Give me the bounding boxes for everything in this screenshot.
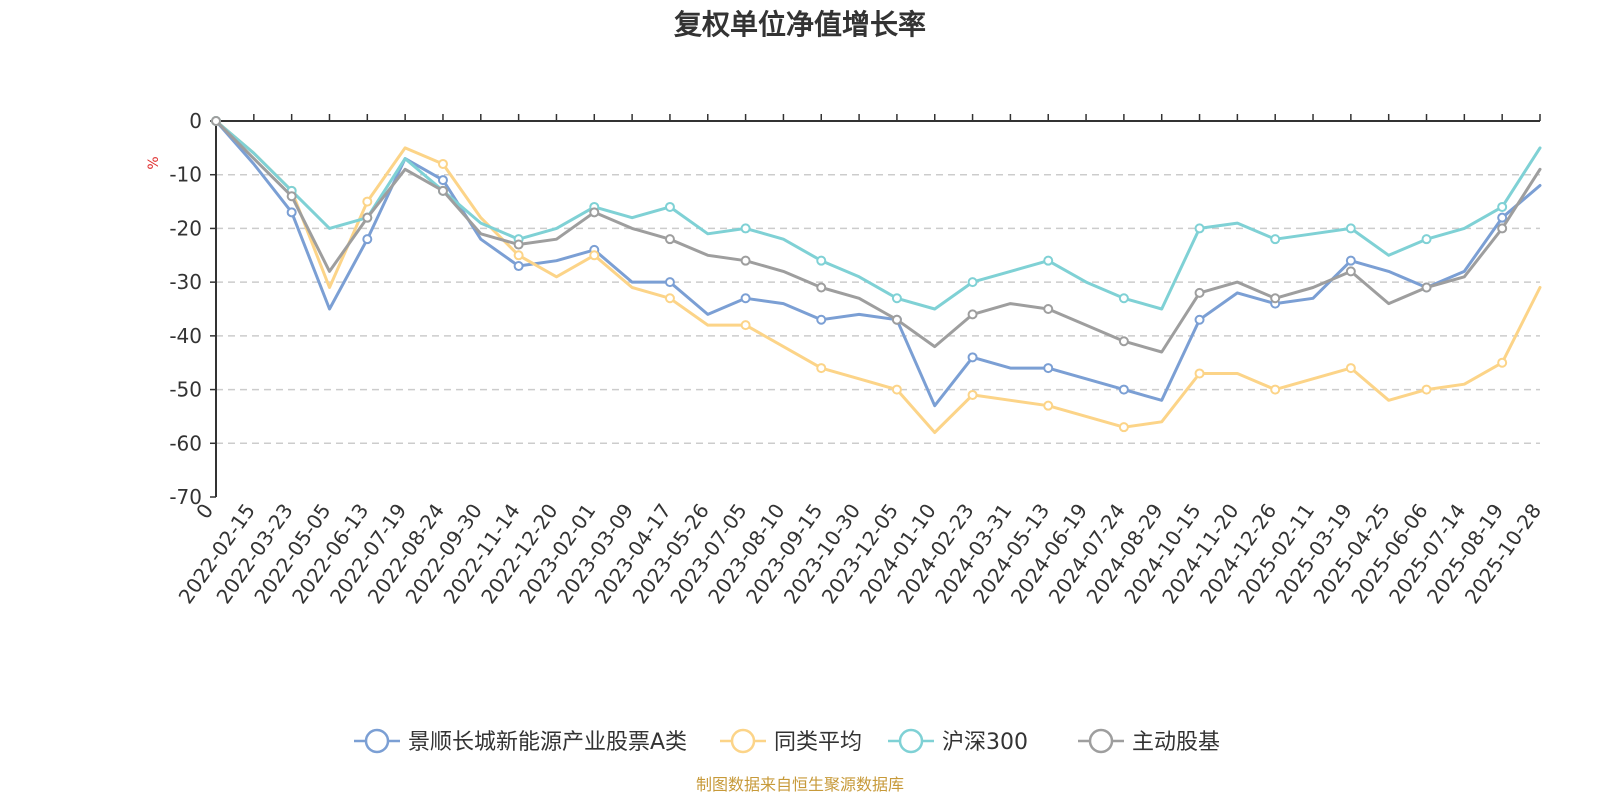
- data-point: [437, 158, 448, 169]
- legend-label: 沪深300: [942, 730, 1028, 755]
- data-point: [1194, 314, 1205, 325]
- y-axis-unit: %: [146, 156, 162, 169]
- data-point: [1497, 223, 1508, 234]
- data-point: [211, 116, 221, 126]
- data-point: [1194, 368, 1205, 379]
- data-point: [437, 185, 448, 196]
- series-line: [214, 119, 1542, 311]
- data-point: [740, 293, 751, 304]
- axes: [215, 114, 1541, 497]
- data-point: [664, 234, 675, 245]
- data-point: [967, 277, 978, 288]
- data-point: [891, 314, 902, 325]
- data-point: [589, 207, 600, 218]
- data-point: [816, 282, 827, 293]
- data-point: [589, 250, 600, 261]
- data-point: [740, 255, 751, 266]
- data-point: [1194, 223, 1205, 234]
- data-point: [1118, 336, 1129, 347]
- data-point: [513, 261, 524, 272]
- legend-item[interactable]: 沪深300: [888, 728, 1028, 755]
- legend-item[interactable]: 主动股基: [1078, 728, 1220, 755]
- y-tick-label: -10: [169, 163, 202, 187]
- legend-marker: [1088, 728, 1114, 754]
- data-point: [1421, 384, 1432, 395]
- data-point: [967, 352, 978, 363]
- x-tick-label: 0: [191, 499, 218, 523]
- data-point: [891, 384, 902, 395]
- data-point: [740, 223, 751, 234]
- data-point: [1345, 255, 1356, 266]
- data-point: [891, 293, 902, 304]
- y-tick-label: 0: [189, 109, 202, 133]
- data-point: [1497, 212, 1508, 223]
- data-point: [740, 320, 751, 331]
- data-point: [816, 363, 827, 374]
- y-tick-label: -50: [169, 378, 202, 402]
- data-point: [1421, 282, 1432, 293]
- data-point: [362, 234, 373, 245]
- data-point: [362, 196, 373, 207]
- data-point: [1043, 363, 1054, 374]
- data-point: [816, 255, 827, 266]
- series-4: [211, 116, 1542, 354]
- y-tick-label: -30: [169, 270, 202, 294]
- data-point: [1118, 293, 1129, 304]
- data-point: [1497, 357, 1508, 368]
- data-point: [1345, 266, 1356, 277]
- legend-label: 同类平均: [774, 730, 862, 755]
- legend-item[interactable]: 景顺长城新能源产业股票A类: [354, 728, 687, 755]
- data-point: [1421, 234, 1432, 245]
- data-point: [286, 191, 297, 202]
- series-line: [214, 119, 1542, 434]
- x-tick-labels: 02022-02-152022-03-232022-05-052022-06-1…: [174, 499, 1547, 608]
- data-point: [1270, 384, 1281, 395]
- y-tick-label: -40: [169, 324, 202, 348]
- data-point: [286, 207, 297, 218]
- legend-label: 主动股基: [1132, 730, 1220, 755]
- legend-marker: [730, 728, 756, 754]
- data-point: [1194, 287, 1205, 298]
- data-point: [1043, 304, 1054, 314]
- data-point: [437, 175, 448, 186]
- data-point: [1345, 223, 1356, 234]
- data-point: [1345, 363, 1356, 374]
- series-3: [211, 116, 1542, 311]
- y-tick-labels: 0 -10 -20 -30 -40 -50 -60 -70: [169, 109, 216, 509]
- series-line: [214, 119, 1542, 354]
- data-point: [967, 309, 978, 320]
- data-point: [816, 314, 827, 325]
- data-point: [664, 277, 675, 288]
- legend-marker: [898, 728, 924, 754]
- data-point: [967, 389, 978, 400]
- data-point: [362, 212, 373, 223]
- data-point: [1270, 234, 1281, 245]
- data-point: [513, 250, 524, 261]
- chart-title: 复权单位净值增长率: [674, 8, 926, 41]
- data-point: [664, 293, 675, 304]
- legend-label: 景顺长城新能源产业股票A类: [408, 730, 687, 755]
- data-point: [1270, 293, 1281, 304]
- series-lines: [211, 116, 1542, 434]
- data-point: [1118, 384, 1129, 395]
- data-point: [513, 239, 524, 250]
- data-point: [1043, 400, 1054, 411]
- data-point: [1043, 255, 1054, 266]
- legend-item[interactable]: 同类平均: [720, 728, 862, 755]
- legend-marker: [364, 728, 390, 754]
- series-1: [211, 116, 1542, 408]
- series-line: [214, 119, 1542, 408]
- y-tick-label: -70: [169, 485, 202, 509]
- grid-lines: [216, 173, 1540, 445]
- data-point: [1497, 201, 1508, 212]
- y-tick-label: -20: [169, 216, 202, 240]
- data-point: [1118, 422, 1129, 433]
- data-point: [664, 201, 675, 212]
- y-tick-label: -60: [169, 431, 202, 455]
- source-note: 制图数据来自恒生聚源数据库: [696, 775, 904, 794]
- legend[interactable]: 景顺长城新能源产业股票A类 同类平均 沪深300 主动股基: [354, 728, 1220, 755]
